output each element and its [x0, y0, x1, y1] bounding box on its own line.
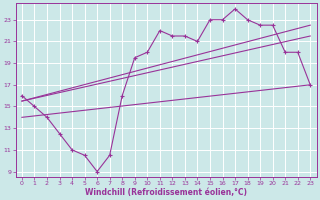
X-axis label: Windchill (Refroidissement éolien,°C): Windchill (Refroidissement éolien,°C)	[85, 188, 247, 197]
